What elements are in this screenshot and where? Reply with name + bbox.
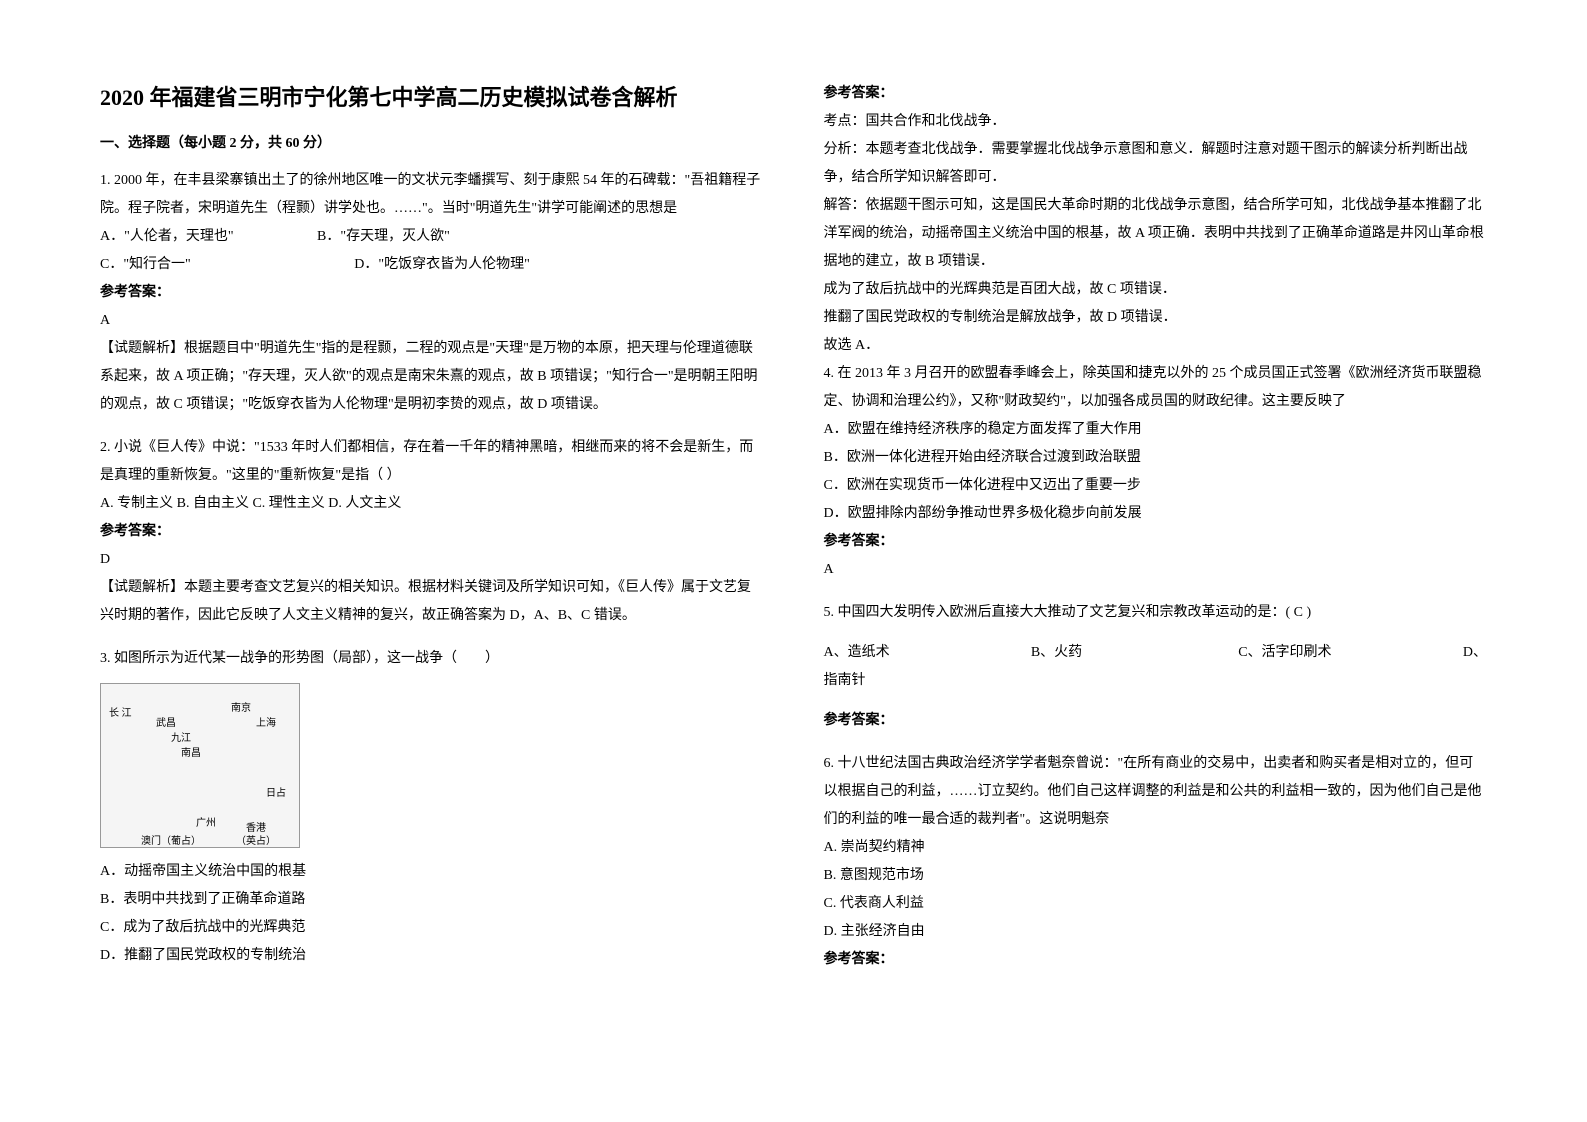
spacer [824, 627, 1488, 639]
q4-optD: D．欧盟排除内部纷争推动世界多极化稳步向前发展 [824, 500, 1488, 528]
q3-exp6: 故选 A． [824, 332, 1488, 360]
q3-optA: A．动摇帝国主义统治中国的根基 [100, 858, 764, 886]
q6-optD: D. 主张经济自由 [824, 918, 1488, 946]
q1-optC: C．"知行合一" [100, 251, 191, 279]
q6-optB: B. 意图规范市场 [824, 862, 1488, 890]
question-5: 5. 中国四大发明传入欧洲后直接大大推动了文艺复兴和宗教改革运动的是：( C )… [824, 599, 1488, 735]
q5-optB: B、火药 [1031, 639, 1238, 667]
q5-options: A、造纸术 B、火药 C、活字印刷术 D、 [824, 639, 1488, 667]
q3-exp2: 分析：本题考查北伐战争．需要掌握北伐战争示意图和意义．解题时注意对题干图示的解读… [824, 136, 1488, 192]
q2-explanation: 【试题解析】本题主要考查文艺复兴的相关知识。根据材料关键词及所学知识可知，《巨人… [100, 574, 764, 630]
map-label-yingzhan: （英占） [236, 832, 276, 847]
q1-text: 1. 2000 年，在丰县梁寨镇出土了的徐州地区唯一的文状元李蟠撰写、刻于康熙 … [100, 167, 764, 223]
question-1: 1. 2000 年，在丰县梁寨镇出土了的徐州地区唯一的文状元李蟠撰写、刻于康熙 … [100, 167, 764, 419]
map-label-nanjing: 南京 [231, 699, 251, 714]
left-column: 2020 年福建省三明市宁化第七中学高二历史模拟试卷含解析 一、选择题（每小题 … [100, 80, 764, 989]
q4-answer: A [824, 556, 1488, 584]
right-column: 参考答案： 考点：国共合作和北伐战争． 分析：本题考查北伐战争．需要掌握北伐战争… [824, 80, 1488, 989]
question-3: 3. 如图所示为近代某一战争的形势图（局部），这一战争（ ） 长 江 武昌 九江… [100, 645, 764, 970]
section-heading: 一、选择题（每小题 2 分，共 60 分） [100, 132, 764, 152]
q1-optB: B．"存天理，灭人欲" [317, 223, 450, 251]
q3-optD: D．推翻了国民党政权的专制统治 [100, 942, 764, 970]
map-label-aomen: 澳门（葡占） [141, 832, 201, 847]
q1-options-row1: A．"人伦者，天理也" B．"存天理，灭人欲" [100, 223, 764, 251]
map-label-rikou: 日占 [266, 784, 286, 799]
q2-opts: A. 专制主义 B. 自由主义 C. 理性主义 D. 人文主义 [100, 490, 764, 518]
q1-options-row2: C．"知行合一" D．"吃饭穿衣皆为人伦物理" [100, 251, 764, 279]
q5-optC: C、活字印刷术 [1238, 639, 1445, 667]
main-title: 2020 年福建省三明市宁化第七中学高二历史模拟试卷含解析 [100, 80, 764, 112]
question-2: 2. 小说《巨人传》中说："1533 年时人们都相信，存在着一千年的精神黑暗，相… [100, 434, 764, 630]
map-image: 长 江 武昌 九江 南京 上海 南昌 日占 广州 香港 澳门（葡占） （英占） [100, 683, 300, 848]
q3-exp4: 成为了敌后抗战中的光辉典范是百团大战，故 C 项错误． [824, 276, 1488, 304]
q4-optB: B．欧洲一体化进程开始由经济联合过渡到政治联盟 [824, 444, 1488, 472]
q5-optD-prefix: D、 [1446, 639, 1487, 667]
q2-text: 2. 小说《巨人传》中说："1533 年时人们都相信，存在着一千年的精神黑暗，相… [100, 434, 764, 490]
q4-answer-label: 参考答案： [824, 528, 1488, 556]
q5-optD: 指南针 [824, 667, 1488, 695]
q1-answer: A [100, 307, 764, 335]
q3-text: 3. 如图所示为近代某一战争的形势图（局部），这一战争（ ） [100, 645, 764, 673]
q1-explanation: 【试题解析】根据题目中"明道先生"指的是程颢，二程的观点是"天理"是万物的本原，… [100, 335, 764, 419]
q5-answer-label: 参考答案： [824, 707, 1488, 735]
q6-text: 6. 十八世纪法国古典政治经济学学者魁奈曾说："在所有商业的交易中，出卖者和购买… [824, 750, 1488, 834]
map-label-shanghai: 上海 [256, 714, 276, 729]
q3-optC: C．成为了敌后抗战中的光辉典范 [100, 914, 764, 942]
q2-answer: D [100, 546, 764, 574]
q6-optC: C. 代表商人利益 [824, 890, 1488, 918]
q4-optA: A．欧盟在维持经济秩序的稳定方面发挥了重大作用 [824, 416, 1488, 444]
q3-optB: B．表明中共找到了正确革命道路 [100, 886, 764, 914]
q1-answer-label: 参考答案： [100, 279, 764, 307]
q3-exp3: 解答：依据题干图示可知，这是国民大革命时期的北伐战争示意图，结合所学可知，北伐战… [824, 192, 1488, 276]
q6-answer-label: 参考答案： [824, 946, 1488, 974]
q1-optD: D．"吃饭穿衣皆为人伦物理" [354, 251, 530, 279]
map-label-changjiang: 长 江 [109, 704, 132, 719]
q3-exp5: 推翻了国民党政权的专制统治是解放战争，故 D 项错误． [824, 304, 1488, 332]
q6-optA: A. 崇尚契约精神 [824, 834, 1488, 862]
map-label-jiujiang: 九江 [171, 729, 191, 744]
question-4: 4. 在 2013 年 3 月召开的欧盟春季峰会上，除英国和捷克以外的 25 个… [824, 360, 1488, 584]
q3-answer-label: 参考答案： [824, 80, 1488, 108]
map-label-guangzhou: 广州 [196, 814, 216, 829]
map-label-nanchang: 南昌 [181, 744, 201, 759]
q3-exp1: 考点：国共合作和北伐战争． [824, 108, 1488, 136]
q5-text: 5. 中国四大发明传入欧洲后直接大大推动了文艺复兴和宗教改革运动的是：( C ) [824, 599, 1488, 627]
q1-optA: A．"人伦者，天理也" [100, 223, 234, 251]
page-container: 2020 年福建省三明市宁化第七中学高二历史模拟试卷含解析 一、选择题（每小题 … [100, 80, 1487, 989]
map-label-wuchang: 武昌 [156, 714, 176, 729]
q5-optA: A、造纸术 [824, 639, 1031, 667]
q4-text: 4. 在 2013 年 3 月召开的欧盟春季峰会上，除英国和捷克以外的 25 个… [824, 360, 1488, 416]
q2-answer-label: 参考答案： [100, 518, 764, 546]
q4-optC: C．欧洲在实现货币一体化进程中又迈出了重要一步 [824, 472, 1488, 500]
question-6: 6. 十八世纪法国古典政治经济学学者魁奈曾说："在所有商业的交易中，出卖者和购买… [824, 750, 1488, 974]
